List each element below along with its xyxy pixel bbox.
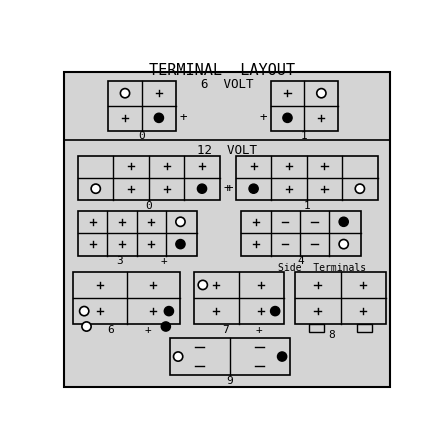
Bar xyxy=(309,324,324,332)
Text: 1: 1 xyxy=(301,131,308,141)
Text: Side  Terminals: Side Terminals xyxy=(278,263,366,272)
Circle shape xyxy=(249,184,258,193)
Circle shape xyxy=(176,217,185,226)
Text: +: + xyxy=(314,306,321,316)
Bar xyxy=(108,81,176,131)
Text: +: + xyxy=(260,111,268,124)
Text: -: - xyxy=(360,306,366,316)
Circle shape xyxy=(120,89,130,98)
Circle shape xyxy=(339,240,348,249)
Circle shape xyxy=(277,352,287,361)
Text: +: + xyxy=(224,182,231,195)
Circle shape xyxy=(198,184,206,193)
Text: 12  VOLT: 12 VOLT xyxy=(198,144,257,157)
Circle shape xyxy=(91,184,101,193)
Circle shape xyxy=(80,307,89,316)
Bar xyxy=(78,155,221,200)
Text: +: + xyxy=(225,182,233,195)
Circle shape xyxy=(154,113,163,122)
Text: 0: 0 xyxy=(139,131,145,141)
Text: 1: 1 xyxy=(303,201,310,210)
Text: TERMINAL  LAYOUT: TERMINAL LAYOUT xyxy=(149,63,295,78)
Circle shape xyxy=(174,352,183,361)
Circle shape xyxy=(355,184,365,193)
Circle shape xyxy=(176,240,185,249)
Text: +: + xyxy=(179,111,187,124)
Circle shape xyxy=(283,113,292,122)
Text: 3: 3 xyxy=(117,256,123,266)
Circle shape xyxy=(339,217,348,226)
Bar xyxy=(78,211,198,256)
Text: 6: 6 xyxy=(107,325,114,335)
Circle shape xyxy=(164,307,174,316)
Circle shape xyxy=(161,322,171,331)
Text: 8: 8 xyxy=(328,330,335,340)
Bar xyxy=(74,272,180,324)
Bar xyxy=(241,211,361,256)
Text: 7: 7 xyxy=(222,325,229,335)
Bar xyxy=(271,81,338,131)
Bar xyxy=(194,272,284,324)
Text: +: + xyxy=(144,325,151,335)
Bar xyxy=(236,155,378,200)
Text: 0: 0 xyxy=(145,201,152,210)
Bar xyxy=(357,324,372,332)
Text: 6  VOLT: 6 VOLT xyxy=(201,78,254,91)
Circle shape xyxy=(82,322,91,331)
Circle shape xyxy=(317,89,326,98)
Text: +: + xyxy=(256,325,262,335)
Bar xyxy=(295,272,386,324)
Circle shape xyxy=(198,280,207,290)
Text: 4: 4 xyxy=(297,256,304,266)
Circle shape xyxy=(271,307,280,316)
Text: +: + xyxy=(161,256,167,266)
Bar xyxy=(171,338,290,375)
Text: 9: 9 xyxy=(226,376,233,386)
